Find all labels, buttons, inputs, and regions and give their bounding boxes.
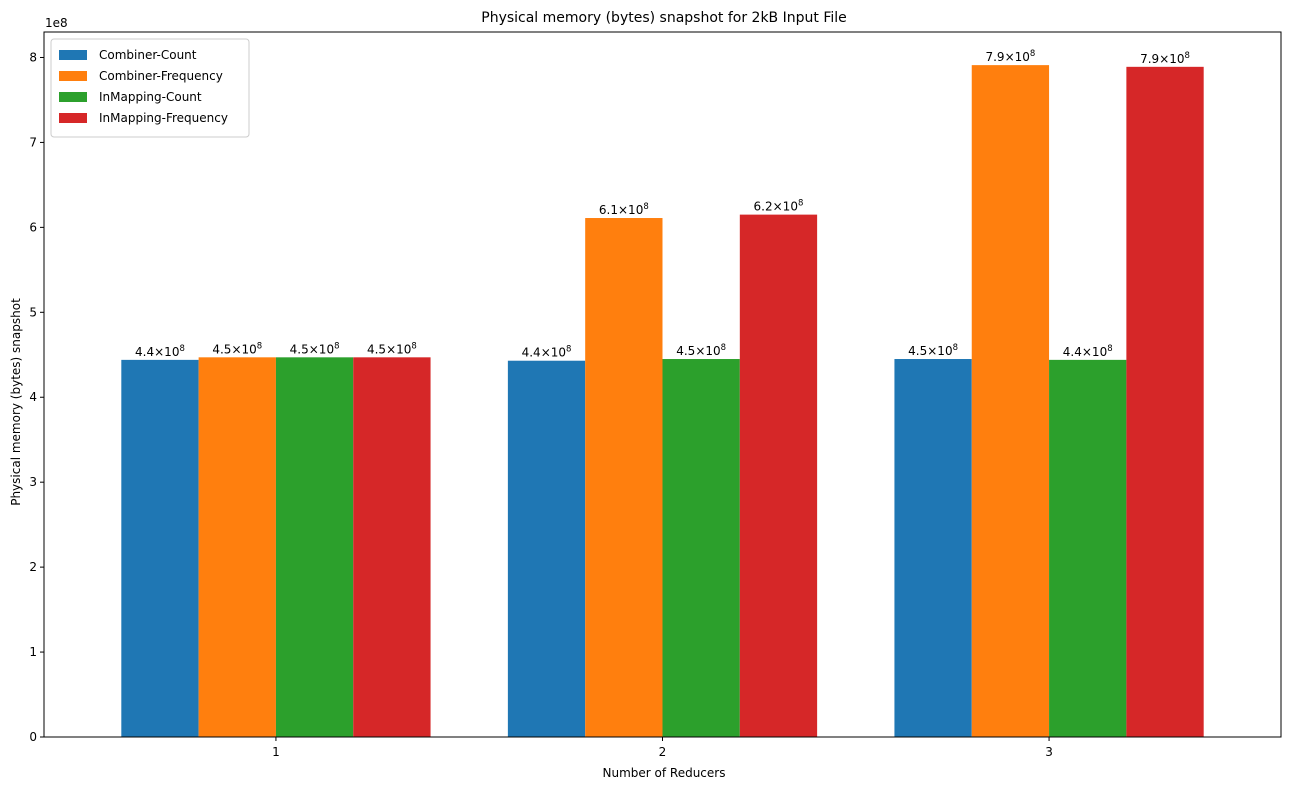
x-axis-label: Number of Reducers [603, 766, 726, 780]
x-tick-label: 3 [1045, 745, 1053, 759]
legend-swatch [59, 113, 87, 123]
legend-label: InMapping-Count [99, 90, 202, 104]
bar-combiner-count [507, 360, 586, 737]
bar-combiner-frequency [585, 218, 663, 737]
bar-combiner-count [121, 359, 199, 737]
bar-value-label: 6.2×108 [754, 199, 804, 214]
bar-inmapping-frequency [739, 214, 818, 737]
y-tick-label: 3 [29, 475, 37, 489]
bars-group [121, 65, 1204, 737]
y-tick-label: 1 [29, 645, 37, 659]
bar-inmapping-count [1049, 359, 1127, 737]
chart-title: Physical memory (bytes) snapshot for 2kB… [481, 10, 847, 26]
bar-combiner-frequency [198, 357, 276, 737]
bar-value-label: 4.5×108 [676, 343, 726, 358]
bar-value-label: 4.5×108 [212, 341, 262, 356]
bar-value-label: 4.5×108 [367, 341, 417, 356]
bar-inmapping-count [662, 359, 740, 737]
y-tick-label: 7 [29, 135, 37, 149]
bar-value-label: 4.4×108 [522, 345, 572, 360]
bar-value-label: 4.5×108 [908, 343, 958, 358]
bar-combiner-frequency [971, 65, 1050, 737]
y-tick-label: 5 [29, 305, 37, 319]
bar-value-label: 6.1×108 [599, 202, 649, 217]
bar-inmapping-frequency [1126, 66, 1204, 737]
y-tick-label: 6 [29, 220, 37, 234]
x-tick-label: 2 [659, 745, 667, 759]
y-axis-offset-text: 1e8 [45, 16, 68, 30]
x-axis: 1 2 3 [272, 737, 1053, 759]
legend: Combiner-Count Combiner-Frequency InMappin… [50, 38, 250, 138]
y-axis-label: Physical memory (bytes) snapshot [9, 298, 23, 506]
y-tick-label: 4 [29, 390, 37, 404]
bar-inmapping-frequency [353, 357, 431, 737]
legend-label: Combiner-Frequency [99, 69, 223, 83]
bar-value-label: 4.4×108 [135, 344, 185, 359]
legend-swatch [59, 92, 87, 102]
y-tick-label: 8 [29, 50, 37, 64]
bar-value-label: 4.5×108 [290, 341, 340, 356]
x-tick-label: 1 [272, 745, 280, 759]
y-tick-label: 2 [29, 560, 37, 574]
bar-labels-group: 4.4×108 4.5×108 4.5×108 4.5×108 4.4×108 6.1×1… [135, 49, 1190, 360]
legend-label: InMapping-Frequency [99, 111, 228, 125]
bar-value-label: 7.9×108 [985, 49, 1035, 64]
bar-value-label: 7.9×108 [1140, 51, 1190, 66]
bar-combiner-count [894, 359, 972, 737]
legend-frame [50, 38, 250, 138]
bar-value-label: 4.4×108 [1063, 344, 1113, 359]
legend-swatch [59, 50, 87, 60]
y-axis: 0 1 2 3 4 5 6 7 8 [29, 50, 44, 744]
legend-label: Combiner-Count [99, 48, 197, 62]
legend-swatch [59, 71, 87, 81]
y-tick-label: 0 [29, 730, 37, 744]
bar-inmapping-count [275, 357, 354, 737]
